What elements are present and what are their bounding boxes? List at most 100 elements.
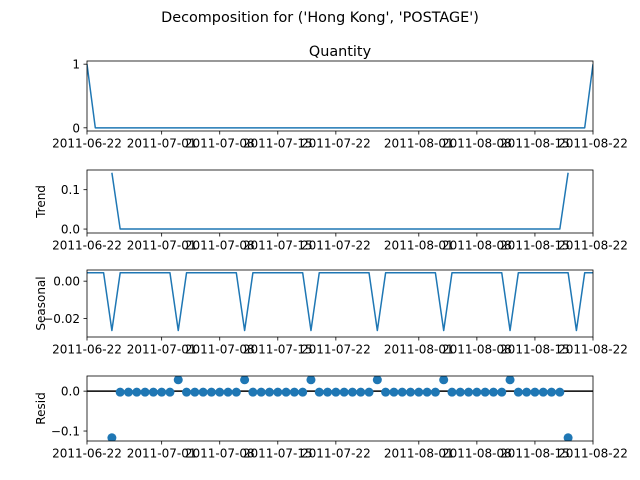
xtick-label-seasonal-1: 2011-07-01 <box>127 343 197 357</box>
resid-point-36 <box>406 387 416 397</box>
ytick-label-seasonal-1: −0.02 <box>43 312 80 326</box>
xtick-label-trend-0: 2011-06-22 <box>52 239 122 253</box>
resid-point-30 <box>356 387 366 397</box>
xtick-label-seasonal-3: 2011-07-15 <box>243 343 313 357</box>
resid-point-34 <box>389 387 399 397</box>
ytick-label-resid-1: −0.1 <box>51 425 80 439</box>
resid-point-51 <box>530 387 540 397</box>
resid-point-13 <box>215 387 225 397</box>
resid-point-14 <box>223 387 233 397</box>
ytick-label-trend-1: 0.1 <box>61 183 80 197</box>
resid-point-22 <box>289 387 299 397</box>
xtick-label-seasonal-4: 2011-07-22 <box>301 343 371 357</box>
resid-point-20 <box>273 387 283 397</box>
resid-point-42 <box>455 387 465 397</box>
resid-point-28 <box>339 387 349 397</box>
resid-point-23 <box>298 387 308 397</box>
xtick-label-resid-6: 2011-08-08 <box>442 447 512 461</box>
series-line-seasonal <box>87 272 593 332</box>
ytick-label-trend-0: 0.0 <box>61 223 80 237</box>
xtick-label-observed-0: 2011-06-22 <box>52 137 122 151</box>
resid-point-38 <box>422 387 432 397</box>
resid-point-44 <box>472 387 482 397</box>
xtick-label-resid-8: 2011-08-22 <box>558 447 628 461</box>
xtick-label-resid-7: 2011-08-15 <box>500 447 570 461</box>
resid-point-4 <box>140 387 150 397</box>
xtick-label-trend-2: 2011-07-08 <box>185 239 255 253</box>
resid-point-15 <box>231 387 241 397</box>
resid-point-54 <box>555 387 565 397</box>
resid-point-6 <box>157 387 167 397</box>
resid-point-55 <box>563 433 573 441</box>
xtick-label-seasonal-5: 2011-08-01 <box>384 343 454 357</box>
resid-point-33 <box>381 387 391 397</box>
resid-point-31 <box>364 387 374 397</box>
ytick-label-observed-1: 1 <box>72 58 80 72</box>
ylabel-resid: Resid <box>34 392 48 424</box>
xtick-label-seasonal-2: 2011-07-08 <box>185 343 255 357</box>
xtick-label-observed-4: 2011-07-22 <box>301 137 371 151</box>
series-line-trend <box>111 172 569 230</box>
plot-area-trend <box>111 172 569 230</box>
ylabel-trend: Trend <box>34 185 48 219</box>
ylabel-seasonal: Seasonal <box>34 276 48 330</box>
resid-point-52 <box>538 387 548 397</box>
ytick-label-observed-0: 0 <box>72 121 80 135</box>
resid-point-53 <box>547 387 557 397</box>
xtick-label-observed-8: 2011-08-22 <box>558 137 628 151</box>
xtick-label-seasonal-6: 2011-08-08 <box>442 343 512 357</box>
resid-point-25 <box>314 387 324 397</box>
xtick-label-observed-6: 2011-08-08 <box>442 137 512 151</box>
resid-point-39 <box>430 387 440 397</box>
resid-point-19 <box>264 387 274 397</box>
resid-point-9 <box>182 387 192 397</box>
xtick-label-trend-7: 2011-08-15 <box>500 239 570 253</box>
plot-area-observed <box>87 64 593 129</box>
resid-point-8 <box>173 376 183 385</box>
xtick-label-trend-5: 2011-08-01 <box>384 239 454 253</box>
resid-point-11 <box>198 387 208 397</box>
resid-point-3 <box>132 387 142 397</box>
resid-point-45 <box>480 387 490 397</box>
resid-point-12 <box>206 387 216 397</box>
resid-point-10 <box>190 387 200 397</box>
resid-point-26 <box>323 387 333 397</box>
xtick-label-resid-4: 2011-07-22 <box>301 447 371 461</box>
xtick-label-seasonal-0: 2011-06-22 <box>52 343 122 357</box>
axes-frame-resid <box>86 375 594 442</box>
resid-point-16 <box>240 376 250 385</box>
xtick-label-trend-1: 2011-07-01 <box>127 239 197 253</box>
resid-point-17 <box>248 387 258 397</box>
resid-point-50 <box>522 387 532 397</box>
xtick-label-resid-5: 2011-08-01 <box>384 447 454 461</box>
resid-point-47 <box>497 387 507 397</box>
resid-point-7 <box>165 387 175 397</box>
resid-point-5 <box>148 387 158 397</box>
series-line-observed <box>87 64 593 129</box>
xtick-label-resid-0: 2011-06-22 <box>52 447 122 461</box>
resid-point-29 <box>347 387 357 397</box>
resid-point-49 <box>513 387 523 397</box>
xtick-label-trend-4: 2011-07-22 <box>301 239 371 253</box>
xtick-label-resid-3: 2011-07-15 <box>243 447 313 461</box>
resid-point-0 <box>107 433 117 441</box>
panel-observed: Quantity 0 1 2011-06-22 2011-07-012011-07-08… <box>52 44 628 151</box>
ytick-label-seasonal-0: 0.00 <box>53 275 80 289</box>
xtick-label-trend-6: 2011-08-08 <box>442 239 512 253</box>
xtick-label-observed-5: 2011-08-01 <box>384 137 454 151</box>
ytick-label-resid-0: 0.0 <box>61 385 80 399</box>
axes-frame-trend <box>86 169 594 234</box>
xtick-label-observed-7: 2011-08-15 <box>500 137 570 151</box>
axes-frame-observed <box>86 60 594 132</box>
xtick-label-seasonal-8: 2011-08-22 <box>558 343 628 357</box>
resid-point-1 <box>115 387 125 397</box>
resid-point-46 <box>488 387 498 397</box>
xtick-label-observed-3: 2011-07-15 <box>243 137 313 151</box>
panel-trend: Trend 0.0 0.1 2011-06-22 2011-07-012011-07-0… <box>34 169 628 253</box>
resid-point-24 <box>306 376 316 385</box>
xtick-label-trend-8: 2011-08-22 <box>558 239 628 253</box>
